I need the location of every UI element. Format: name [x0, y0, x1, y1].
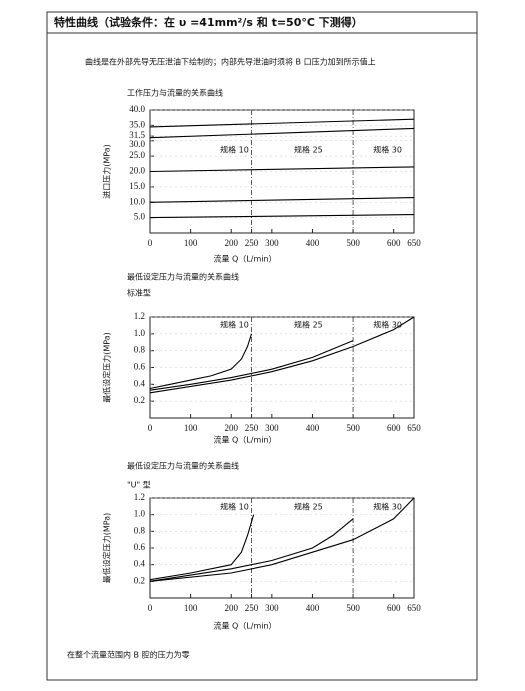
y-tick-label: 5.0: [134, 212, 146, 222]
y-tick-label: 0.4: [134, 559, 146, 569]
y-axis-label: 最低设定压力(MPa): [102, 513, 112, 584]
chart-subtitle: 标准型: [127, 288, 151, 298]
x-tick-label: 200: [224, 238, 238, 248]
footer: 在整个流量范围内 B 腔的压力为零: [67, 650, 190, 660]
y-tick-label: 25.0: [129, 150, 145, 160]
x-tick-label: 500: [346, 238, 360, 248]
y-tick-label: 0.6: [134, 362, 146, 372]
x-tick-label: 600: [387, 603, 401, 613]
chart-subtitle: "U" 型: [127, 481, 151, 490]
curve: [149, 197, 415, 203]
x-tick-label: 100: [184, 238, 198, 248]
size-label: 规格 10: [220, 320, 249, 330]
y-tick-label: 0.2: [134, 395, 145, 405]
curve: [149, 340, 354, 391]
y-tick-label: 20.0: [129, 166, 145, 176]
y-tick-label: 30.0: [129, 139, 145, 149]
y-tick-label: 0.6: [134, 542, 146, 552]
x-tick-label: 400: [306, 603, 320, 613]
x-tick-label: 650: [407, 423, 421, 433]
y-axis-label: 进口压力(MPa): [102, 144, 112, 199]
x-axis-label: 流量 Q（L/min）: [213, 254, 276, 264]
x-tick-label: 300: [265, 603, 279, 613]
x-tick-label: 250: [245, 238, 259, 248]
size-label: 规格 30: [373, 502, 402, 512]
size-label: 规格 10: [220, 502, 249, 512]
y-tick-label: 15.0: [129, 181, 145, 191]
x-axis-label: 流量 Q（L/min）: [213, 435, 276, 445]
y-tick-label: 1.2: [134, 492, 145, 502]
x-tick-label: 100: [184, 423, 198, 433]
y-tick-label: 1.0: [134, 509, 146, 519]
size-label: 规格 25: [294, 320, 323, 330]
note: 曲线是在外部先导无压泄油下绘制的；内部先导泄油时须将 B 口压力加到所示值上: [85, 57, 376, 67]
x-tick-label: 100: [184, 603, 198, 613]
curve: [149, 518, 354, 582]
y-tick-label: 0.8: [134, 525, 146, 535]
x-tick-label: 200: [224, 423, 238, 433]
curve: [149, 127, 415, 139]
y-tick-label: 40.0: [129, 104, 145, 114]
x-tick-label: 600: [387, 238, 401, 248]
curve: [149, 166, 415, 173]
curve: [149, 214, 415, 219]
curve: [149, 497, 415, 582]
y-tick-label: 0.4: [134, 378, 146, 388]
y-tick-label: 10.0: [129, 196, 145, 206]
x-tick-label: 0: [148, 423, 153, 433]
chart-title: 最低设定压力与流量的关系曲线: [127, 461, 239, 471]
y-tick-label: 1.0: [134, 328, 146, 338]
x-tick-label: 0: [148, 603, 153, 613]
curve: [149, 118, 415, 128]
x-tick-label: 500: [346, 603, 360, 613]
y-tick-label: 1.2: [134, 311, 145, 321]
size-label: 规格 25: [294, 502, 323, 512]
page-frame: [46, 11, 478, 681]
x-tick-label: 650: [407, 238, 421, 248]
y-tick-label: 0.8: [134, 345, 146, 355]
x-axis-label: 流量 Q（L/min）: [213, 621, 276, 631]
size-label: 规格 30: [373, 320, 402, 330]
x-tick-label: 400: [306, 238, 320, 248]
x-tick-label: 400: [306, 423, 320, 433]
header-title: 特性曲线（试验条件：在 υ =41mm²/s 和 t=50°C 下测得）: [54, 15, 363, 29]
x-tick-label: 0: [148, 238, 153, 248]
y-tick-label: 35.0: [129, 119, 145, 129]
x-tick-label: 500: [346, 423, 360, 433]
x-tick-label: 250: [245, 423, 259, 433]
curve: [149, 514, 255, 581]
size-label: 规格 10: [220, 145, 249, 155]
y-tick-label: 0.2: [134, 575, 145, 585]
y-tick-label: 31.5: [129, 130, 145, 140]
curve: [149, 333, 253, 390]
chart-title: 工作压力与流量的关系曲线: [127, 88, 223, 98]
x-tick-label: 600: [387, 423, 401, 433]
x-tick-label: 300: [265, 238, 279, 248]
size-label: 规格 30: [373, 145, 402, 155]
x-tick-label: 250: [245, 603, 259, 613]
chart-title: 最低设定压力与流量的关系曲线: [127, 272, 239, 282]
y-axis-label: 最低设定压力(MPa): [102, 332, 112, 403]
x-tick-label: 650: [407, 603, 421, 613]
size-label: 规格 25: [294, 145, 323, 155]
x-tick-label: 200: [224, 603, 238, 613]
x-tick-label: 300: [265, 423, 279, 433]
curve: [149, 316, 415, 394]
